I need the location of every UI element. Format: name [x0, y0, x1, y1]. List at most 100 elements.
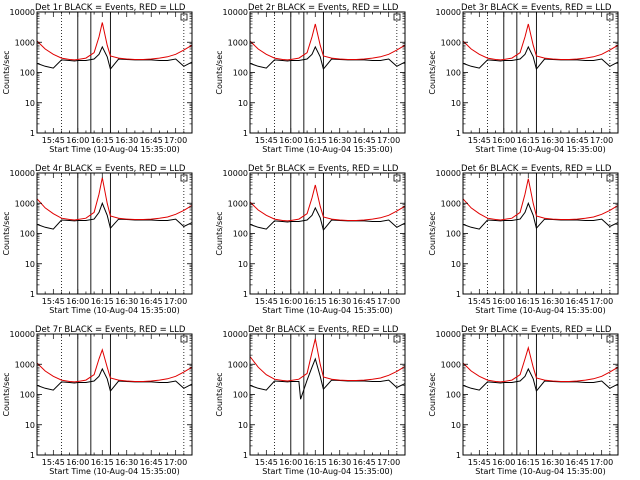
y-tick-label: 1000 [228, 199, 248, 208]
panel-det-6r: 1 10 100 1000 10000 15:45 16:00 16:15 16:30 16:45… [428, 164, 619, 315]
panel-det-9r: 1 10 100 1000 10000 15:45 16:00 16:15 16:30 16:45… [428, 325, 619, 476]
x-axis-label: Start Time (10-Aug-04 15:35:00) [49, 145, 180, 154]
panel-title: Det 2r BLACK = Events, RED = LLD [248, 3, 399, 13]
y-axis-label: Counts/sec [2, 50, 11, 94]
y-tick-label: 1000 [441, 360, 461, 369]
panel-title: Det 3r BLACK = Events, RED = LLD [461, 3, 612, 13]
legend-box [393, 335, 401, 343]
y-axis-label: Counts/sec [428, 211, 437, 255]
y-tick-label: 10000 [436, 8, 461, 17]
plot-frame [462, 11, 619, 134]
x-tick-label: 16:00 [492, 297, 515, 306]
x-tick-label: 16:30 [115, 297, 138, 306]
y-tick-label: 100 [233, 230, 248, 239]
lld-line [249, 338, 406, 382]
x-tick-label: 16:45 [140, 458, 163, 467]
x-tick-label: 16:45 [566, 458, 589, 467]
x-tick-label: 17:00 [590, 136, 613, 145]
y-tick-label: 10 [451, 99, 461, 108]
panel-det-2r: 1 10 100 1000 10000 15:45 16:00 16:15 16:30 16:45… [215, 3, 406, 154]
y-axis-label: Counts/sec [215, 211, 224, 255]
y-axis-label: Counts/sec [2, 211, 11, 255]
legend-box [606, 13, 614, 21]
legend-box [393, 13, 401, 21]
y-axis-label: Counts/sec [428, 50, 437, 94]
x-tick-label: 16:00 [279, 297, 302, 306]
x-axis-label: Start Time (10-Aug-04 15:35:00) [262, 467, 393, 476]
x-tick-label: 17:00 [164, 458, 187, 467]
events-line [462, 45, 619, 71]
y-tick-label: 1000 [441, 199, 461, 208]
x-tick-label: 15:45 [42, 136, 65, 145]
x-tick-label: 16:15 [304, 297, 327, 306]
y-tick-label: 10 [238, 260, 248, 269]
y-tick-label: 10000 [10, 330, 35, 339]
y-tick-label: 1 [456, 129, 461, 138]
y-tick-label: 10 [238, 421, 248, 430]
y-tick-label: 1 [30, 129, 35, 138]
x-tick-label: 16:45 [353, 297, 376, 306]
x-tick-label: 16:30 [541, 297, 564, 306]
x-tick-label: 16:00 [279, 136, 302, 145]
legend-box [180, 335, 188, 343]
events-line [249, 206, 406, 232]
y-tick-label: 1000 [228, 360, 248, 369]
panel-det-4r: 1 10 100 1000 10000 15:45 16:00 16:15 16:30 16:45… [2, 164, 193, 315]
x-tick-label: 17:00 [377, 297, 400, 306]
plot-frame [462, 172, 619, 295]
panel-title: Det 7r BLACK = Events, RED = LLD [35, 325, 186, 335]
y-tick-label: 1000 [228, 38, 248, 47]
y-tick-label: 1 [30, 290, 35, 299]
x-tick-label: 16:00 [66, 297, 89, 306]
plot-frame [249, 11, 406, 134]
y-tick-label: 10000 [436, 169, 461, 178]
x-tick-label: 16:30 [328, 458, 351, 467]
panel-title: Det 6r BLACK = Events, RED = LLD [461, 164, 612, 174]
panel-det-8r: 1 10 100 1000 10000 15:45 16:00 16:15 16:30 16:45… [215, 325, 406, 476]
y-tick-label: 1 [243, 129, 248, 138]
x-tick-label: 16:15 [304, 458, 327, 467]
x-tick-label: 16:45 [353, 136, 376, 145]
y-tick-label: 1 [456, 451, 461, 460]
x-tick-label: 17:00 [164, 136, 187, 145]
events-line [36, 45, 193, 71]
x-tick-label: 17:00 [164, 297, 187, 306]
plot-frame [36, 11, 193, 134]
lld-line [462, 178, 619, 221]
x-tick-label: 15:45 [42, 297, 65, 306]
y-tick-label: 10000 [10, 169, 35, 178]
legend-box [606, 174, 614, 182]
y-tick-label: 100 [20, 230, 35, 239]
panel-det-1r: 1 10 100 1000 10000 15:45 16:00 16:15 16:30 16:45… [2, 3, 193, 154]
x-tick-label: 17:00 [590, 458, 613, 467]
x-tick-label: 16:00 [66, 458, 89, 467]
y-tick-label: 10000 [223, 330, 248, 339]
events-line [36, 367, 193, 393]
panel-det-5r: 1 10 100 1000 10000 15:45 16:00 16:15 16:30 16:45… [215, 164, 406, 315]
y-tick-label: 100 [233, 69, 248, 78]
y-tick-label: 10000 [223, 8, 248, 17]
x-tick-label: 16:15 [517, 136, 540, 145]
y-tick-label: 10 [238, 99, 248, 108]
x-axis-label: Start Time (10-Aug-04 15:35:00) [262, 145, 393, 154]
y-tick-label: 1000 [15, 199, 35, 208]
panel-det-3r: 1 10 100 1000 10000 15:45 16:00 16:15 16:30 16:45… [428, 3, 619, 154]
x-tick-label: 17:00 [377, 458, 400, 467]
y-tick-label: 10000 [436, 330, 461, 339]
x-axis-label: Start Time (10-Aug-04 15:35:00) [475, 306, 606, 315]
x-axis-label: Start Time (10-Aug-04 15:35:00) [49, 467, 180, 476]
y-tick-label: 10 [25, 421, 35, 430]
y-tick-label: 10000 [10, 8, 35, 17]
y-axis-label: Counts/sec [428, 372, 437, 416]
panel-title: Det 1r BLACK = Events, RED = LLD [35, 3, 186, 13]
panel-title: Det 5r BLACK = Events, RED = LLD [248, 164, 399, 174]
events-line [36, 201, 193, 230]
y-tick-label: 1000 [15, 38, 35, 47]
x-tick-label: 16:00 [492, 136, 515, 145]
plot-frame [36, 172, 193, 295]
panel-det-7r: 1 10 100 1000 10000 15:45 16:00 16:15 16:30 16:45… [2, 325, 193, 476]
legend-box [393, 174, 401, 182]
events-line [249, 357, 406, 400]
x-tick-label: 16:15 [91, 458, 114, 467]
events-line [462, 201, 619, 230]
